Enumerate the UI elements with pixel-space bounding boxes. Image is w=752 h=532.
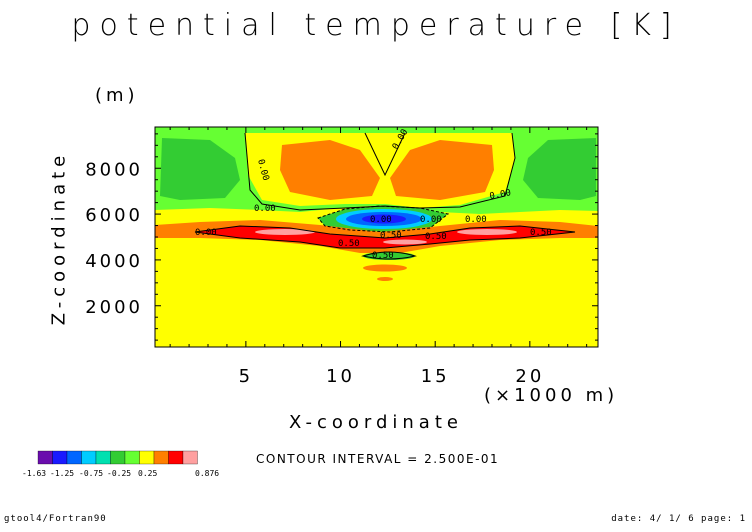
colorbar-tick-label: 0.876	[195, 469, 219, 478]
footer-right-label: date: 4/ 1/ 6 page: 1	[611, 514, 746, 524]
region-left-orange-lobe	[280, 140, 380, 200]
colorbar-swatch	[124, 450, 140, 465]
region-left-darkgreen	[160, 138, 240, 200]
colorbar-swatch	[110, 450, 126, 465]
contour-label: 0.00	[465, 215, 487, 225]
contour-label: 0.00	[420, 215, 442, 225]
region-lower-orange	[363, 264, 407, 272]
colorbar-tick-label: -1.63	[22, 469, 46, 478]
colorbar-swatch	[95, 450, 111, 465]
contour-label: 0.00	[195, 228, 217, 238]
colorbar-tick-label: -0.25	[107, 469, 131, 478]
colorbar-swatch	[52, 450, 68, 465]
colorbar-swatch	[153, 450, 169, 465]
colorbar-swatch	[66, 450, 82, 465]
region-center-pink-core	[383, 239, 427, 245]
contour-line-zero-lower	[361, 251, 417, 260]
colorbar-tick-label: -0.75	[79, 469, 103, 478]
x-tick-label: 15	[421, 366, 450, 387]
contour-line-half	[194, 225, 576, 249]
colorbar-swatch	[37, 450, 53, 465]
y-tick-label: 2000	[85, 297, 143, 318]
contour-label: 0.50	[372, 251, 394, 261]
y-tick-label: 4000	[85, 251, 143, 272]
contour-label: 0.00	[370, 215, 392, 225]
colorbar-swatch	[81, 450, 97, 465]
contour-interval-label: CONTOUR INTERVAL = 2.500E-01	[256, 452, 500, 466]
contour-label: 0.50	[530, 228, 552, 238]
x-tick-label: 20	[515, 366, 544, 387]
colorbar-tick-label: 0.25	[138, 469, 157, 478]
contour-label: 0.50	[425, 232, 447, 242]
contour-label: 0.50	[338, 239, 360, 249]
x-tick-label: 5	[239, 366, 253, 387]
axis-ticks: 5 10 15 20 2000 4000 6000 8000	[85, 127, 598, 387]
colorbar-swatch	[168, 450, 184, 465]
contour-label: 0.00	[254, 204, 276, 214]
y-axis-unit: (m)	[95, 85, 139, 106]
x-tick-label: 10	[326, 366, 355, 387]
colorbar-swatch	[182, 450, 198, 465]
contour-line-zero-notch	[364, 132, 406, 177]
region-right-darkgreen	[523, 138, 596, 200]
colorbar: -1.63 -1.25 -0.75 -0.25 0.25 0.876	[22, 450, 219, 478]
contour-line-zero-upper	[244, 132, 516, 211]
region-left-pink-core	[255, 229, 315, 235]
colorbar-swatch	[139, 450, 155, 465]
region-right-orange-lobe	[390, 140, 494, 200]
contour-label: 0.00	[489, 188, 512, 202]
region-right-pink-core	[457, 229, 517, 235]
footer-left-label: gtool4/Fortran90	[4, 514, 107, 524]
region-lower-orange-small	[377, 277, 393, 281]
contour-fills	[155, 127, 598, 347]
colorbar-tick-label: -1.25	[50, 469, 74, 478]
y-axis-label: Z-coordinate	[48, 150, 70, 326]
contour-lines	[194, 132, 576, 260]
contour-label: 0.50	[380, 231, 402, 241]
x-axis-unit: (×1000 m)	[484, 385, 619, 406]
x-axis-label: X-coordinate	[289, 412, 463, 433]
chart-title: potential temperature [K]	[71, 8, 681, 43]
contour-line-neg	[317, 205, 450, 233]
y-tick-label: 6000	[85, 205, 143, 226]
y-tick-label: 8000	[85, 159, 143, 180]
region-blue-core	[362, 214, 406, 224]
